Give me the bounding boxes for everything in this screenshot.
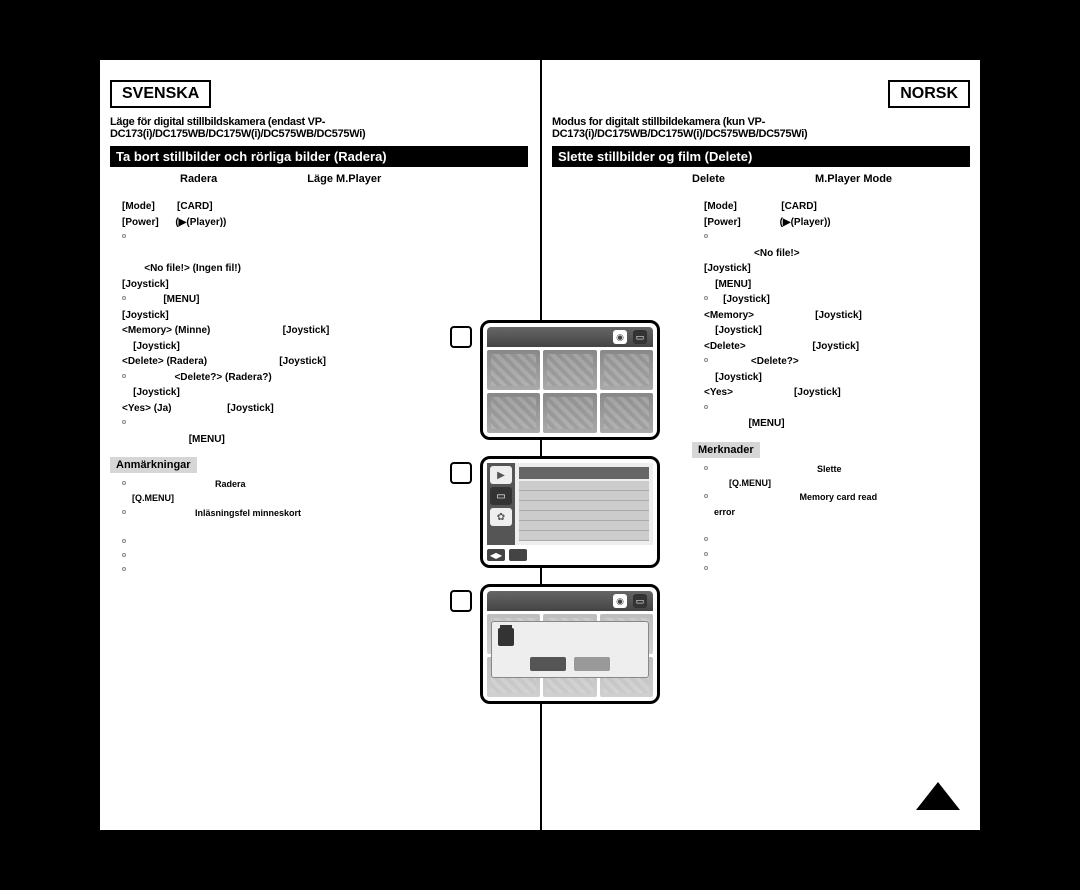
page-continue-arrow-icon xyxy=(916,782,960,810)
step-marker-3 xyxy=(450,590,472,612)
sub-labels-left: Radera Läge M.Player xyxy=(180,173,528,185)
thumbnail-grid xyxy=(487,350,653,433)
nav-ok-icon xyxy=(509,549,527,561)
kw-joy2-r: [Joystick] xyxy=(723,294,770,305)
kw-mode: [Mode] xyxy=(122,201,155,212)
thumbnail xyxy=(600,393,653,433)
dialog-buttons xyxy=(498,657,642,671)
section-title-right: Slette stillbilder og film (Delete) xyxy=(552,146,970,167)
kw-yes: <Yes> (Ja) xyxy=(122,403,171,414)
kw-menu1: [MENU] xyxy=(163,294,199,305)
dialog-no-button xyxy=(574,657,610,671)
sub-radera: Radera xyxy=(180,173,217,185)
kw-joy3: [Joystick] xyxy=(283,325,330,336)
n-err1-r: Memory card read xyxy=(800,492,878,502)
screen-row-2: ▶ ▭ ✿ ◀▶ xyxy=(450,456,750,568)
kw-card: [CARD] xyxy=(177,201,213,212)
camera-screen-delete-dialog: ◉ ▭ xyxy=(480,584,660,704)
menu-line xyxy=(519,531,649,541)
screen-topbar-3: ◉ ▭ xyxy=(487,591,653,611)
section-title-left: Ta bort stillbilder och rörliga bilder (… xyxy=(110,146,528,167)
kw-delete: <Delete> (Radera) xyxy=(122,356,207,367)
screen-row-3: ◉ ▭ xyxy=(450,584,750,704)
screen-topbar-1: ◉ ▭ xyxy=(487,327,653,347)
kw-power-r: [Power] xyxy=(704,217,741,228)
menu-layout: ▶ ▭ ✿ xyxy=(487,463,653,545)
thumbnail xyxy=(543,350,596,390)
nav-row: ◀▶ xyxy=(487,549,653,561)
kw-joy7-r: [Joystick] xyxy=(794,387,841,398)
nav-arrows-icon: ◀▶ xyxy=(487,549,505,561)
kw-mode-r: [Mode] xyxy=(704,201,737,212)
kw-player-r: (▶(Player)) xyxy=(780,217,831,228)
sub-mplayer-r: M.Player Mode xyxy=(815,173,892,185)
kw-nofile-r: <No file!> xyxy=(754,248,800,259)
screen-row-1: ◉ ▭ xyxy=(450,320,750,440)
camera-icon: ◉ xyxy=(613,330,627,344)
kw-nofile: <No file!> (Ingen fil!) xyxy=(144,263,241,274)
camera-icon: ◉ xyxy=(613,594,627,608)
menu-line xyxy=(519,501,649,511)
mode-line-left: Läge för digital stillbildskamera (endas… xyxy=(110,116,528,140)
kw-power: [Power] xyxy=(122,217,159,228)
lang-tab-svenska: SVENSKA xyxy=(110,80,211,108)
kw-joy5: [Joystick] xyxy=(279,356,326,367)
trash-icon xyxy=(498,628,514,646)
kw-player: (▶(Player)) xyxy=(175,217,226,228)
kw-joy5-r: [Joystick] xyxy=(812,341,859,352)
thumbnail xyxy=(600,350,653,390)
kw-joy1-r: [Joystick] xyxy=(704,263,751,274)
menu-line xyxy=(519,491,649,501)
kw-deleteq: <Delete?> (Radera?) xyxy=(174,372,271,383)
n-radera: Radera xyxy=(215,479,246,489)
kw-deleteq-r: <Delete?> xyxy=(751,356,799,367)
kw-memory-r: <Memory> xyxy=(704,310,754,321)
film-icon: ▭ xyxy=(633,330,647,344)
kw-joy4: [Joystick] xyxy=(133,341,180,352)
kw-menu2-r: [MENU] xyxy=(748,418,784,429)
menu-sidebar: ▶ ▭ ✿ xyxy=(487,463,515,545)
n-slette: Slette xyxy=(817,464,842,474)
camera-screen-thumbnails: ◉ ▭ xyxy=(480,320,660,440)
n-err: Inläsningsfel minneskort xyxy=(195,508,301,518)
dialog-yes-button xyxy=(530,657,566,671)
mode-line-right: Modus for digitalt stillbildekamera (kun… xyxy=(552,116,970,140)
film-icon: ▭ xyxy=(633,594,647,608)
steps-left: [Mode] [CARD] [Power] (▶(Player)) <No fi… xyxy=(110,199,410,447)
play-icon: ▶ xyxy=(490,466,512,484)
menu-line xyxy=(519,511,649,521)
memory-icon: ▭ xyxy=(490,487,512,505)
kw-joy7: [Joystick] xyxy=(227,403,274,414)
menu-highlight xyxy=(519,467,649,479)
notes-left: Radera [Q.MENU] Inläsningsfel minneskort xyxy=(110,477,410,578)
sub-labels-right: Delete M.Player Mode xyxy=(692,173,970,185)
camera-screen-menu: ▶ ▭ ✿ ◀▶ xyxy=(480,456,660,568)
camera-screens: ◉ ▭ ▶ ▭ xyxy=(450,320,750,720)
thumbnail xyxy=(543,393,596,433)
notes-heading-left: Anmärkningar xyxy=(110,457,197,473)
kw-joy2: [Joystick] xyxy=(122,310,169,321)
menu-line xyxy=(519,481,649,491)
kw-joy1: [Joystick] xyxy=(122,279,169,290)
lang-tab-norsk: NORSK xyxy=(888,80,970,108)
kw-menu2: [MENU] xyxy=(189,434,225,445)
sub-mplayer: Läge M.Player xyxy=(307,173,381,185)
kw-menu1-r: [MENU] xyxy=(715,279,751,290)
sub-delete: Delete xyxy=(692,173,725,185)
kw-joy6: [Joystick] xyxy=(133,387,180,398)
menu-line xyxy=(519,521,649,531)
step-marker-2 xyxy=(450,462,472,484)
manual-page: SVENSKA Läge för digital stillbildskamer… xyxy=(100,60,980,830)
kw-card-r: [CARD] xyxy=(781,201,817,212)
step-marker-1 xyxy=(450,326,472,348)
gear-icon: ✿ xyxy=(490,508,512,526)
thumbnail xyxy=(487,393,540,433)
kw-memory: <Memory> (Minne) xyxy=(122,325,210,336)
thumbnail xyxy=(487,350,540,390)
kw-joy3-r: [Joystick] xyxy=(815,310,862,321)
n-qmenu: [Q.MENU] xyxy=(132,493,174,503)
menu-panel xyxy=(515,463,653,545)
delete-dialog xyxy=(491,621,649,678)
